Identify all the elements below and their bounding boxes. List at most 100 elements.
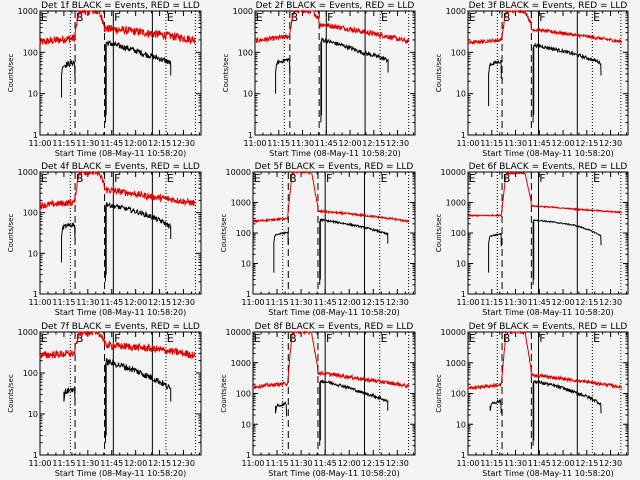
y-tick-label: 1000 xyxy=(231,359,251,368)
interval-letter-b: B xyxy=(76,332,84,345)
panel-det-5: Det 5f BLACK = Events, RED = LLD 1 10 100 10… xyxy=(220,162,416,317)
x-tick-label: 12:30 xyxy=(599,459,622,468)
plot-frame xyxy=(252,331,416,456)
y-tick-label: 1000 xyxy=(446,359,466,368)
y-tick-label: 1000 xyxy=(446,7,466,16)
interval-letter-e: E xyxy=(41,332,48,345)
x-axis-label: Start Time (08-May-11 10:58:20) xyxy=(55,469,186,478)
plot-frame xyxy=(252,171,416,295)
lld-series-line xyxy=(467,330,623,391)
y-tick-label: 100 xyxy=(236,229,251,238)
y-tick-label: 100 xyxy=(451,229,466,238)
interval-letter-b: B xyxy=(503,172,511,185)
y-axis-label: Counts/sec xyxy=(7,214,15,253)
y-tick-label: 10 xyxy=(243,90,253,99)
x-tick-label: 11:15 xyxy=(267,139,290,148)
y-tick-label: 1 xyxy=(33,451,38,460)
interval-letter-e: E xyxy=(254,172,261,185)
x-tick-label: 12:15 xyxy=(362,139,385,148)
x-tick-label: 12:30 xyxy=(172,459,195,468)
x-tick-label: 11:15 xyxy=(480,459,503,468)
panel-det-6: Det 6f BLACK = Events, RED = LLD 1 10 100 10… xyxy=(435,162,629,317)
events-series-line-post xyxy=(319,379,389,446)
interval-letter-e: E xyxy=(254,332,261,345)
x-tick-label: 11:00 xyxy=(243,139,266,148)
x-tick-label: 12:15 xyxy=(148,298,171,307)
interval-letter-f: F xyxy=(539,172,545,185)
plot-frame xyxy=(254,10,416,136)
interval-letter-e: E xyxy=(593,11,600,24)
x-tick-label: 11:15 xyxy=(52,459,75,468)
x-tick-label: 12:15 xyxy=(148,139,171,148)
lld-series-line xyxy=(39,170,196,211)
y-tick-label: 10 xyxy=(28,410,38,419)
y-tick-label: 10 xyxy=(456,260,466,269)
x-tick-label: 11:15 xyxy=(266,459,289,468)
interval-letter-f: F xyxy=(114,172,120,185)
events-series-line-post xyxy=(105,201,172,282)
y-tick-label: 10 xyxy=(456,420,466,429)
plot-frame xyxy=(467,331,629,456)
interval-letter-b: B xyxy=(76,172,84,185)
y-tick-label: 10 xyxy=(241,260,251,269)
y-axis-label: Counts/sec xyxy=(220,214,228,253)
panel-det-7: Det 7f BLACK = Events, RED = LLD 1 10 100 10… xyxy=(7,322,202,478)
y-axis-label: Counts/sec xyxy=(435,54,443,93)
events-series-line-post xyxy=(320,36,389,123)
events-series-line-pre xyxy=(488,232,502,273)
x-tick-label: 11:00 xyxy=(241,298,264,307)
y-tick-label: 1 xyxy=(461,131,466,140)
x-axis-label: Start Time (08-May-11 10:58:20) xyxy=(268,469,399,478)
interval-letter-b: B xyxy=(289,172,297,185)
x-tick-label: 12:30 xyxy=(386,139,409,148)
interval-letter-e: E xyxy=(381,11,388,24)
x-tick-label: 11:15 xyxy=(480,139,503,148)
y-tick-label: 1 xyxy=(248,131,253,140)
y-tick-label: 100 xyxy=(238,48,253,57)
y-tick-label: 1 xyxy=(33,131,38,140)
y-axis-label: Counts/sec xyxy=(220,374,228,413)
x-tick-label: 11:30 xyxy=(76,139,99,148)
x-tick-label: 11:45 xyxy=(314,459,337,468)
events-series-line-post xyxy=(532,42,602,123)
x-tick-label: 12:00 xyxy=(552,459,575,468)
y-tick-label: 10 xyxy=(241,420,251,429)
events-series-line-pre xyxy=(61,222,76,263)
x-tick-label: 12:30 xyxy=(599,139,622,148)
x-tick-label: 12:00 xyxy=(339,139,362,148)
x-tick-label: 12:30 xyxy=(172,139,195,148)
y-tick-label: 1 xyxy=(33,290,38,299)
y-tick-label: 10 xyxy=(28,90,38,99)
lld-series-line xyxy=(39,330,196,360)
events-series-line-pre xyxy=(273,231,289,273)
y-tick-label: 100 xyxy=(236,390,251,399)
interval-letter-f: F xyxy=(326,172,332,185)
events-series-line-pre xyxy=(488,59,502,107)
events-series-line-post xyxy=(105,357,172,443)
interval-letter-e: E xyxy=(593,332,600,345)
interval-letter-b: B xyxy=(291,11,299,24)
x-tick-label: 11:15 xyxy=(480,298,503,307)
y-tick-label: 10000 xyxy=(226,168,251,177)
x-tick-label: 12:00 xyxy=(552,298,575,307)
interval-letter-f: F xyxy=(539,11,545,24)
x-tick-label: 12:00 xyxy=(338,298,361,307)
events-series-line-pre xyxy=(61,59,76,98)
x-tick-label: 11:30 xyxy=(76,298,99,307)
x-axis-label: Start Time (08-May-11 10:58:20) xyxy=(55,149,186,158)
x-tick-label: 11:45 xyxy=(315,139,338,148)
y-tick-label: 10 xyxy=(28,249,38,258)
x-tick-label: 12:15 xyxy=(575,139,598,148)
x-tick-label: 11:45 xyxy=(314,298,337,307)
y-tick-label: 1000 xyxy=(233,7,253,16)
x-tick-label: 11:15 xyxy=(266,298,289,307)
x-tick-label: 11:15 xyxy=(52,139,75,148)
panel-title: Det 1f BLACK = Events, RED = LLD xyxy=(41,1,200,11)
x-tick-label: 11:30 xyxy=(504,459,527,468)
y-axis-label: Counts/sec xyxy=(7,54,15,93)
x-tick-label: 11:45 xyxy=(528,298,551,307)
x-tick-label: 12:15 xyxy=(362,459,385,468)
x-tick-label: 12:15 xyxy=(575,459,598,468)
x-tick-label: 12:30 xyxy=(172,298,195,307)
